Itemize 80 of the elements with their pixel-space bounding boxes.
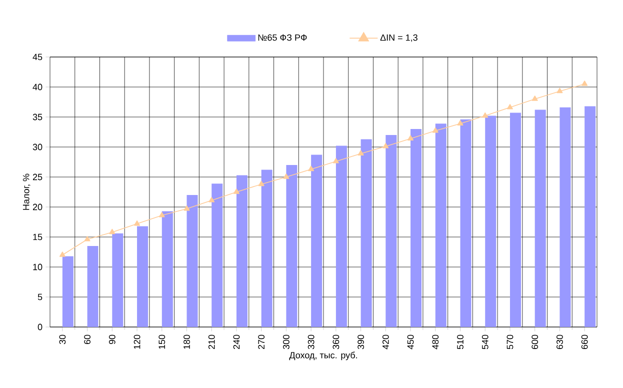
point bbox=[532, 96, 538, 101]
y-axis-title: Налог, % bbox=[22, 174, 30, 210]
point bbox=[408, 135, 414, 140]
point bbox=[358, 150, 364, 156]
point bbox=[258, 180, 264, 186]
y-tick-label: 5 bbox=[38, 294, 42, 300]
point bbox=[556, 88, 563, 94]
bar bbox=[435, 124, 446, 327]
y-tick-label: 35 bbox=[32, 114, 42, 120]
x-tick-label: 90 bbox=[108, 334, 116, 344]
bar bbox=[261, 170, 272, 327]
bar bbox=[485, 116, 496, 327]
point bbox=[109, 228, 116, 234]
legend-label: ΔIN = 1,3 bbox=[380, 34, 418, 42]
point bbox=[432, 127, 438, 133]
point bbox=[482, 112, 488, 118]
y-tick-label: 25 bbox=[32, 174, 42, 180]
bar bbox=[112, 233, 124, 327]
bar bbox=[311, 154, 322, 327]
bar bbox=[410, 129, 422, 327]
bar bbox=[137, 226, 148, 327]
x-tick-label: 420 bbox=[382, 334, 389, 350]
bar bbox=[360, 139, 372, 327]
point bbox=[582, 80, 588, 86]
bar bbox=[62, 256, 74, 327]
bar bbox=[286, 165, 298, 327]
x-tick-label: 60 bbox=[84, 334, 90, 344]
point bbox=[208, 197, 215, 202]
y-tick-label: 0 bbox=[38, 324, 42, 330]
point bbox=[283, 174, 290, 179]
y-tick-label: 30 bbox=[32, 144, 42, 150]
bar bbox=[460, 119, 472, 327]
point bbox=[382, 143, 389, 148]
x-tick-label: 210 bbox=[208, 334, 215, 350]
x-tick-label: 240 bbox=[233, 334, 240, 350]
bar bbox=[510, 112, 521, 327]
x-tick-label: 270 bbox=[258, 334, 265, 350]
point bbox=[233, 188, 240, 194]
legend-label: №65 ФЗ РФ bbox=[258, 34, 307, 41]
bar bbox=[186, 195, 198, 327]
x-tick-label: 630 bbox=[556, 334, 563, 350]
bar bbox=[336, 146, 347, 327]
x-axis-title: Доход, тыс. руб. bbox=[289, 352, 357, 360]
bar bbox=[236, 175, 248, 327]
point bbox=[506, 104, 513, 110]
bar bbox=[386, 135, 397, 327]
point bbox=[308, 166, 314, 172]
point bbox=[158, 212, 165, 218]
y-tick-label: 10 bbox=[33, 264, 42, 270]
x-tick-label: 120 bbox=[134, 334, 140, 349]
point bbox=[84, 236, 90, 242]
bar bbox=[584, 106, 596, 327]
point bbox=[184, 205, 190, 211]
x-tick-label: 660 bbox=[581, 334, 588, 350]
y-tick-label: 45 bbox=[32, 54, 42, 60]
x-tick-label: 330 bbox=[308, 334, 314, 350]
x-tick-label: 540 bbox=[482, 334, 488, 350]
x-tick-label: 480 bbox=[432, 334, 439, 350]
x-tick-label: 390 bbox=[358, 334, 364, 350]
x-tick-label: 600 bbox=[532, 334, 538, 350]
x-tick-label: 180 bbox=[184, 334, 190, 349]
point bbox=[134, 220, 140, 226]
x-tick-label: 150 bbox=[158, 334, 166, 349]
bar bbox=[87, 246, 98, 327]
point bbox=[457, 120, 464, 126]
bar bbox=[212, 184, 223, 327]
x-tick-label: 570 bbox=[506, 334, 514, 350]
y-tick-label: 15 bbox=[33, 234, 42, 240]
x-tick-label: 300 bbox=[283, 334, 290, 350]
y-tick-label: 40 bbox=[32, 84, 42, 90]
x-tick-label: 510 bbox=[457, 334, 464, 350]
point bbox=[332, 158, 339, 164]
point bbox=[59, 252, 66, 257]
x-tick-label: 360 bbox=[332, 334, 340, 350]
bar bbox=[560, 107, 571, 327]
y-tick-label: 20 bbox=[32, 204, 42, 210]
bar bbox=[534, 110, 546, 327]
x-tick-label: 30 bbox=[59, 334, 66, 344]
x-tick-label: 450 bbox=[407, 334, 414, 350]
bar bbox=[162, 211, 173, 327]
